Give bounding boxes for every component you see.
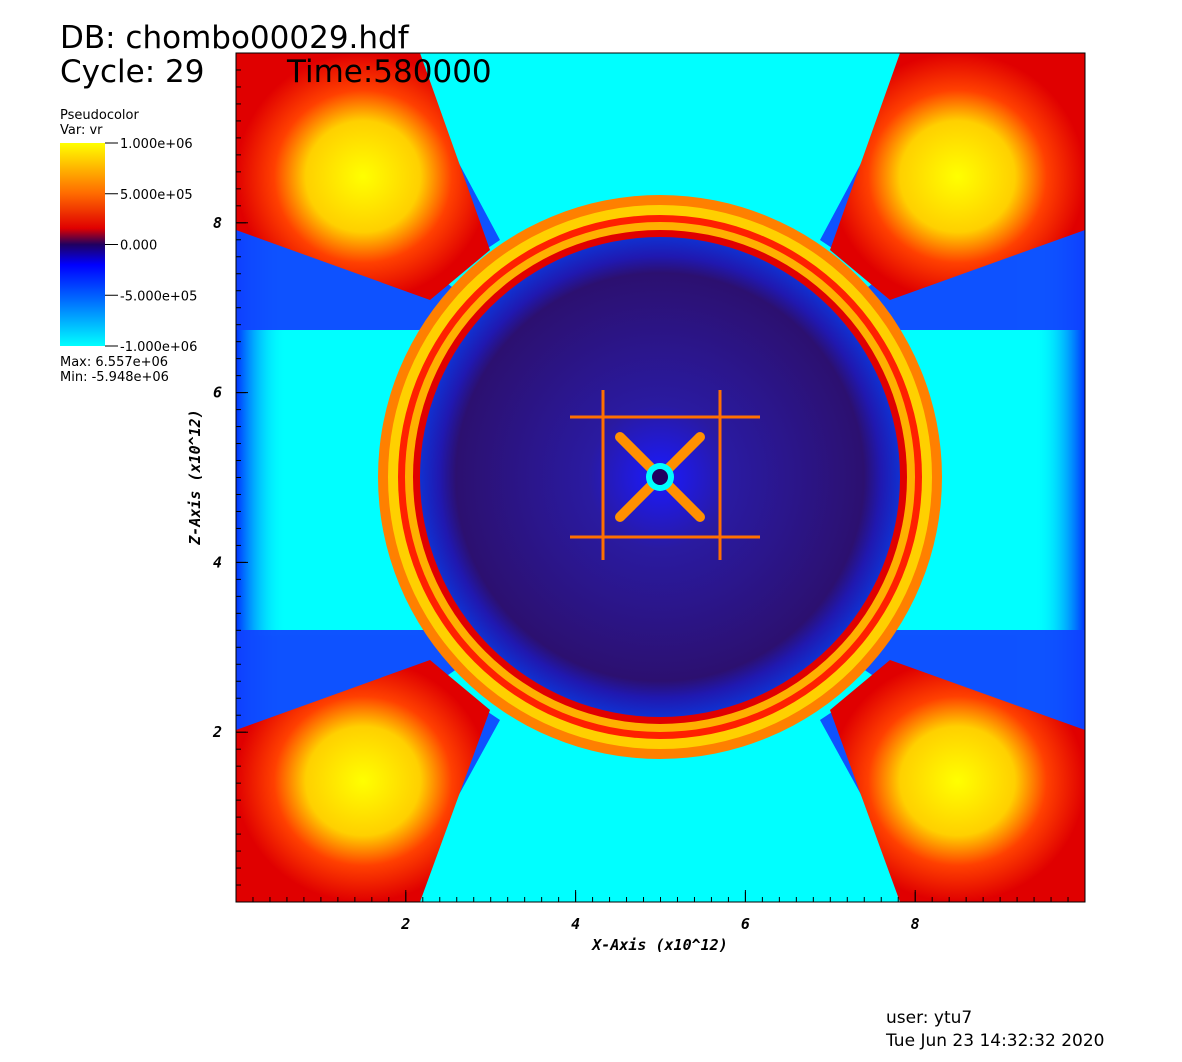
colorbar (60, 143, 105, 346)
colorbar-label: -5.000e+05 (120, 289, 197, 304)
x-tick-label: 4 (571, 915, 580, 933)
time-label: Time:580000 (286, 54, 492, 90)
x-tick-label: 6 (741, 915, 750, 933)
user-label: user: ytu7 (886, 1008, 972, 1028)
y-tick-label: 6 (213, 384, 222, 402)
colorbar-label: -1.000e+06 (120, 340, 197, 355)
colorbar-label: 5.000e+05 (120, 188, 193, 203)
legend-plot: Pseudocolor (60, 108, 139, 123)
x-tick-label: 2 (400, 915, 410, 933)
field-image (236, 53, 1085, 902)
legend-var: Var: vr (60, 123, 103, 138)
cycle-label: Cycle: 29 (60, 54, 204, 90)
date-label: Tue Jun 23 14:32:32 2020 (885, 1031, 1104, 1051)
y-tick-label: 2 (212, 723, 222, 741)
db-label: DB: chombo00029.hdf (60, 20, 410, 56)
y-axis-title: Z-Axis (x10^12) (186, 409, 204, 545)
x-tick-label: 8 (911, 915, 920, 933)
y-tick-label: 4 (213, 553, 222, 571)
legend-max: Max: 6.557e+06 (60, 355, 168, 370)
colorbar-label: 1.000e+06 (120, 137, 193, 152)
y-tick-label: 8 (213, 214, 222, 232)
x-axis-title: X-Axis (x10^12) (590, 936, 727, 954)
legend-min: Min: -5.948e+06 (60, 370, 169, 385)
colorbar-label: 0.000 (120, 239, 157, 254)
